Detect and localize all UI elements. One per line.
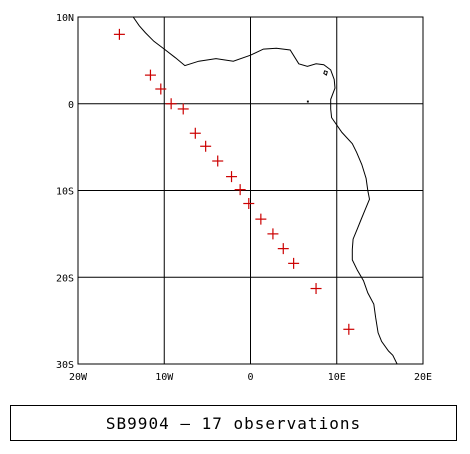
x-tick-label: 0 <box>247 372 253 383</box>
observation-marker <box>277 243 289 255</box>
y-tick-label: 10N <box>56 13 74 24</box>
x-tick-label: 10W <box>155 372 174 383</box>
y-tick-label: 10S <box>56 187 74 198</box>
observation-marker <box>177 103 189 115</box>
observation-map: 20W 10W 0 10E 20E 10N 0 10S 20S 30S <box>56 13 432 383</box>
y-tick-label: 30S <box>56 360 74 371</box>
island-outline <box>323 70 328 76</box>
observation-marker <box>155 83 167 95</box>
x-tick-label: 10E <box>328 372 346 383</box>
axis-labels: 20W 10W 0 10E 20E 10N 0 10S 20S 30S <box>56 13 432 383</box>
observation-marker <box>310 283 322 295</box>
map-frame <box>77 16 424 365</box>
caption-text: SB9904 — 17 observations <box>105 413 362 433</box>
african-coastline <box>132 16 398 365</box>
observation-marker <box>113 28 125 40</box>
y-tick-label: 0 <box>68 100 74 111</box>
observation-marker <box>234 184 246 196</box>
observation-marker <box>288 257 300 269</box>
observation-markers <box>113 28 355 335</box>
y-tick-label: 20S <box>56 273 74 284</box>
observation-marker <box>212 155 224 167</box>
observation-marker <box>189 127 201 139</box>
observation-marker <box>243 198 255 210</box>
observation-marker <box>144 69 156 81</box>
observation-marker <box>165 98 177 110</box>
caption-box: SB9904 — 17 observations <box>10 405 457 441</box>
island-outline <box>306 100 309 103</box>
observation-marker <box>200 140 212 152</box>
observation-marker <box>267 228 279 240</box>
observation-marker <box>255 213 267 225</box>
x-tick-label: 20W <box>69 372 88 383</box>
lat-lon-grid <box>78 17 423 364</box>
observation-marker <box>343 323 355 335</box>
x-tick-label: 20E <box>414 372 432 383</box>
observation-marker <box>226 171 238 183</box>
islands <box>306 70 328 103</box>
